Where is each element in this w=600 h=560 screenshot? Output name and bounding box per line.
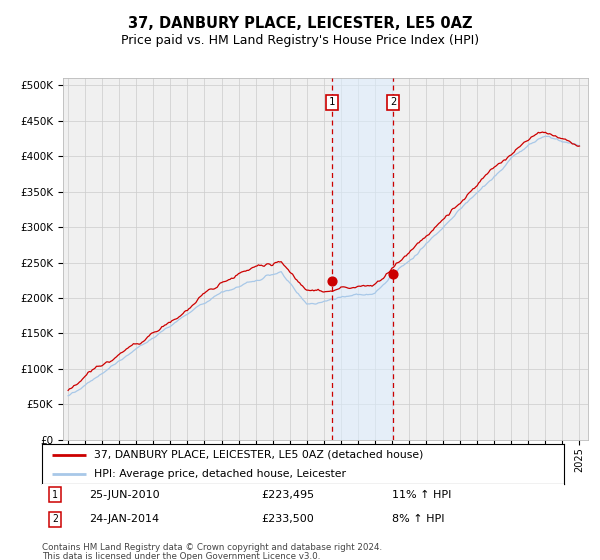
Text: 1: 1 bbox=[52, 489, 58, 500]
Bar bbox=[332, 78, 393, 440]
Text: HPI: Average price, detached house, Leicester: HPI: Average price, detached house, Leic… bbox=[94, 469, 346, 478]
Text: £233,500: £233,500 bbox=[261, 514, 314, 524]
Text: 1: 1 bbox=[329, 97, 335, 108]
Point bbox=[388, 270, 398, 279]
Text: 37, DANBURY PLACE, LEICESTER, LE5 0AZ (detached house): 37, DANBURY PLACE, LEICESTER, LE5 0AZ (d… bbox=[94, 450, 424, 460]
Text: 37, DANBURY PLACE, LEICESTER, LE5 0AZ: 37, DANBURY PLACE, LEICESTER, LE5 0AZ bbox=[128, 16, 472, 31]
Text: 25-JUN-2010: 25-JUN-2010 bbox=[89, 489, 160, 500]
Text: This data is licensed under the Open Government Licence v3.0.: This data is licensed under the Open Gov… bbox=[42, 552, 320, 560]
Text: 2: 2 bbox=[390, 97, 396, 108]
Point bbox=[328, 277, 337, 286]
Text: 2: 2 bbox=[52, 514, 58, 524]
Text: 24-JAN-2014: 24-JAN-2014 bbox=[89, 514, 159, 524]
Text: 11% ↑ HPI: 11% ↑ HPI bbox=[392, 489, 451, 500]
Text: Contains HM Land Registry data © Crown copyright and database right 2024.: Contains HM Land Registry data © Crown c… bbox=[42, 543, 382, 552]
Text: 8% ↑ HPI: 8% ↑ HPI bbox=[392, 514, 444, 524]
Text: Price paid vs. HM Land Registry's House Price Index (HPI): Price paid vs. HM Land Registry's House … bbox=[121, 34, 479, 46]
Text: £223,495: £223,495 bbox=[261, 489, 314, 500]
